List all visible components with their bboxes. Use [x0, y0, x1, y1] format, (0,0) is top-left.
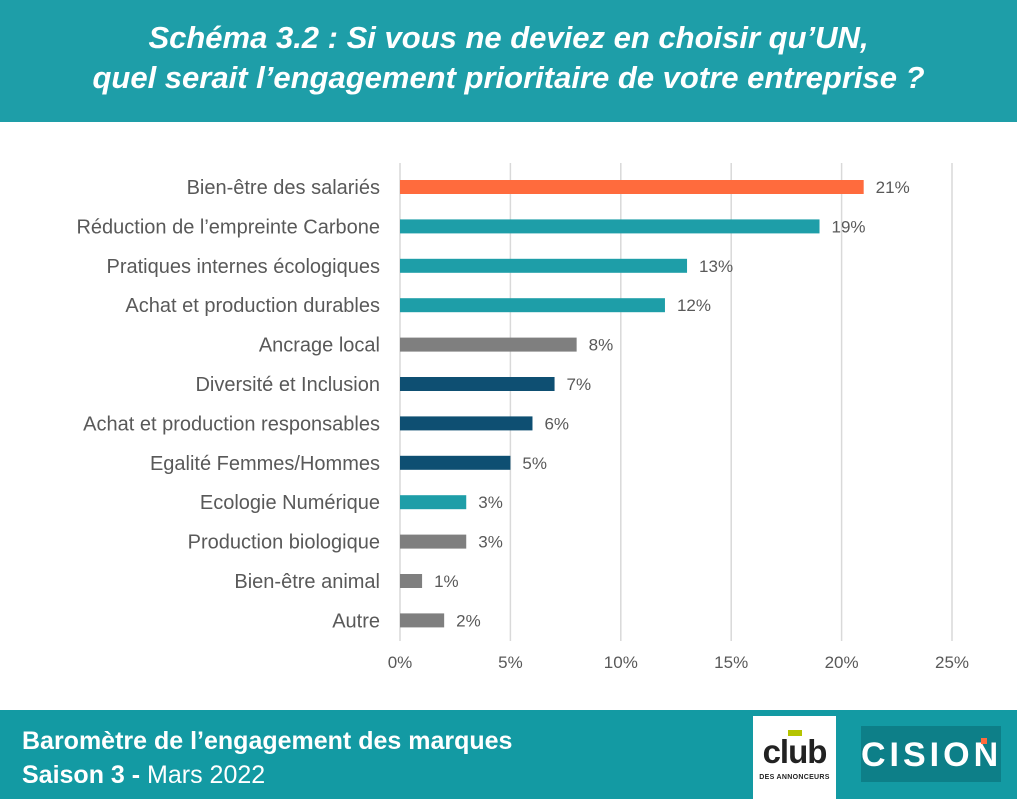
bar [400, 574, 423, 588]
category-label: Ancrage local [259, 335, 380, 357]
category-label: Production biologique [188, 532, 380, 554]
bar [400, 180, 864, 194]
bar [400, 613, 445, 628]
category-labels: Bien-être des salariés Réduction de l’emp… [76, 177, 380, 632]
bars [400, 180, 864, 628]
value-label: 5% [522, 454, 547, 473]
bar [400, 455, 511, 470]
bar [400, 258, 688, 273]
category-label: Pratiques internes écologiques [106, 256, 380, 278]
chart-title-line-1: Schéma 3.2 : Si vous ne deviez en choisi… [148, 20, 869, 55]
value-labels: 21% 19% 13% 12% 8% 7% 6% 5% 3% 3% 1% 2% [434, 178, 910, 630]
chart-title-line-2: quel serait l’engagement prioritaire de … [92, 60, 925, 95]
footer-subtitle: Saison 3 - Mars 2022 [22, 760, 265, 790]
category-label: Réduction de l’empreinte Carbone [76, 216, 380, 238]
bar-chart: Bien-être des salariés Réduction de l’emp… [76, 163, 969, 672]
cision-logo-accent [981, 738, 987, 744]
title-banner: Schéma 3.2 : Si vous ne deviez en choisi… [0, 0, 1017, 122]
category-label: Autre [332, 610, 380, 632]
category-label: Diversité et Inclusion [195, 374, 380, 396]
x-tick-label: 15% [714, 653, 748, 672]
bar [400, 495, 467, 510]
club-logo-subtitle: DES ANNONCEURS [759, 774, 830, 781]
club-logo-word: club [762, 733, 828, 770]
bar [400, 534, 467, 549]
category-label: Achat et production responsables [83, 413, 380, 435]
club-logo-mark [788, 730, 802, 736]
cision-logo: CISION [861, 726, 1001, 782]
bar [400, 298, 665, 313]
footer-date: Mars 2022 [140, 761, 266, 789]
value-label: 3% [478, 493, 503, 512]
bar [400, 416, 533, 431]
cision-logo-word: CISION [861, 736, 1003, 774]
x-axis-tick-labels: 0% 5% 10% 15% 20% 25% [388, 653, 969, 672]
value-label: 7% [567, 375, 592, 394]
value-label: 12% [677, 296, 711, 315]
bar [400, 337, 577, 352]
x-tick-label: 10% [604, 653, 638, 672]
value-label: 3% [478, 533, 503, 552]
value-label: 2% [456, 611, 481, 630]
footer-season: Saison 3 - [22, 761, 141, 789]
value-label: 6% [544, 414, 569, 433]
category-label: Egalité Femmes/Hommes [150, 453, 380, 475]
grid-lines [399, 163, 953, 641]
category-label: Bien-être animal [234, 571, 380, 593]
footer-banner: Baromètre de l’engagement des marques Sa… [0, 710, 1017, 799]
bar [400, 219, 820, 234]
footer-title: Baromètre de l’engagement des marques [22, 727, 513, 755]
x-tick-label: 25% [935, 653, 969, 672]
category-label: Bien-être des salariés [187, 177, 380, 199]
value-label: 19% [832, 217, 866, 236]
value-label: 21% [876, 178, 910, 197]
value-label: 13% [699, 257, 733, 276]
x-tick-label: 5% [498, 653, 523, 672]
category-label: Ecologie Numérique [200, 492, 380, 514]
bar [400, 377, 555, 391]
category-label: Achat et production durables [125, 295, 380, 317]
club-des-annonceurs-logo: club DES ANNONCEURS [753, 716, 836, 799]
value-label: 1% [434, 572, 459, 591]
x-tick-label: 20% [825, 653, 859, 672]
x-tick-label: 0% [388, 653, 413, 672]
value-label: 8% [589, 336, 614, 355]
